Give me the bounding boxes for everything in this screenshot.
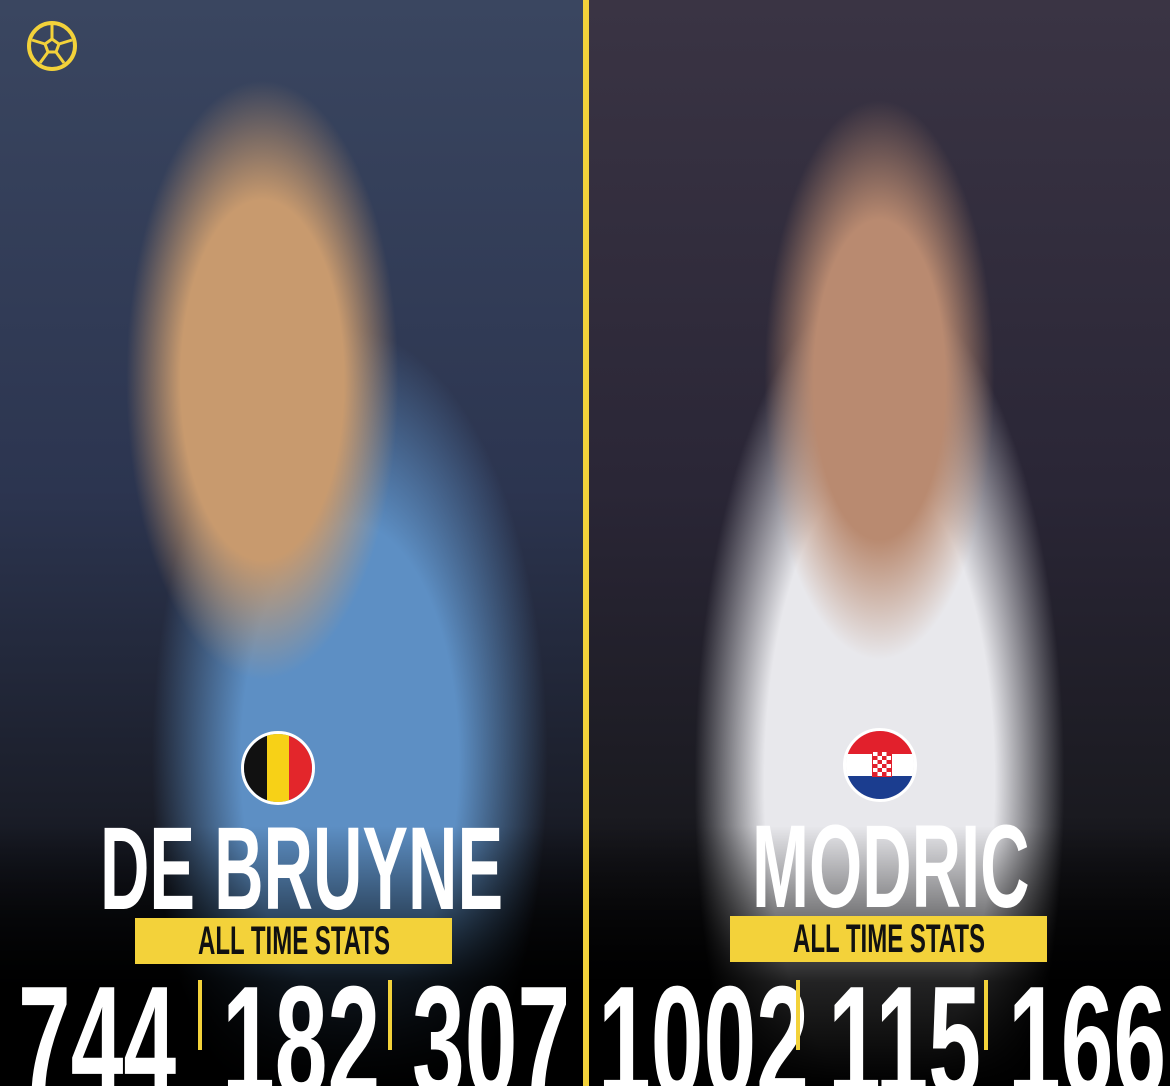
all-time-stats-badge: ALL TIME STATS <box>730 916 1047 962</box>
badge-label: ALL TIME STATS <box>792 916 985 961</box>
stat-value: 115 <box>828 954 981 1086</box>
stat-value: 1002 <box>598 954 809 1086</box>
badge-label: ALL TIME STATS <box>197 918 390 963</box>
stat-value: 744 <box>18 954 177 1086</box>
stat-separator <box>198 980 202 1050</box>
belgium-flag-icon <box>241 731 315 805</box>
stat-value: 166 <box>1008 954 1167 1086</box>
stat-value: 307 <box>412 954 571 1086</box>
stat-value: 182 <box>222 954 381 1086</box>
stat-separator <box>388 980 392 1050</box>
center-divider <box>583 0 589 1086</box>
modric-photo-panel <box>589 0 1170 1086</box>
all-time-stats-badge: ALL TIME STATS <box>135 918 452 964</box>
player-name: MODRIC <box>752 801 1030 933</box>
player-name: DE BRUYNE <box>100 803 504 935</box>
football-icon <box>27 21 77 71</box>
croatia-flag-icon <box>843 728 917 802</box>
stat-separator <box>984 980 988 1050</box>
stat-separator <box>796 980 800 1050</box>
